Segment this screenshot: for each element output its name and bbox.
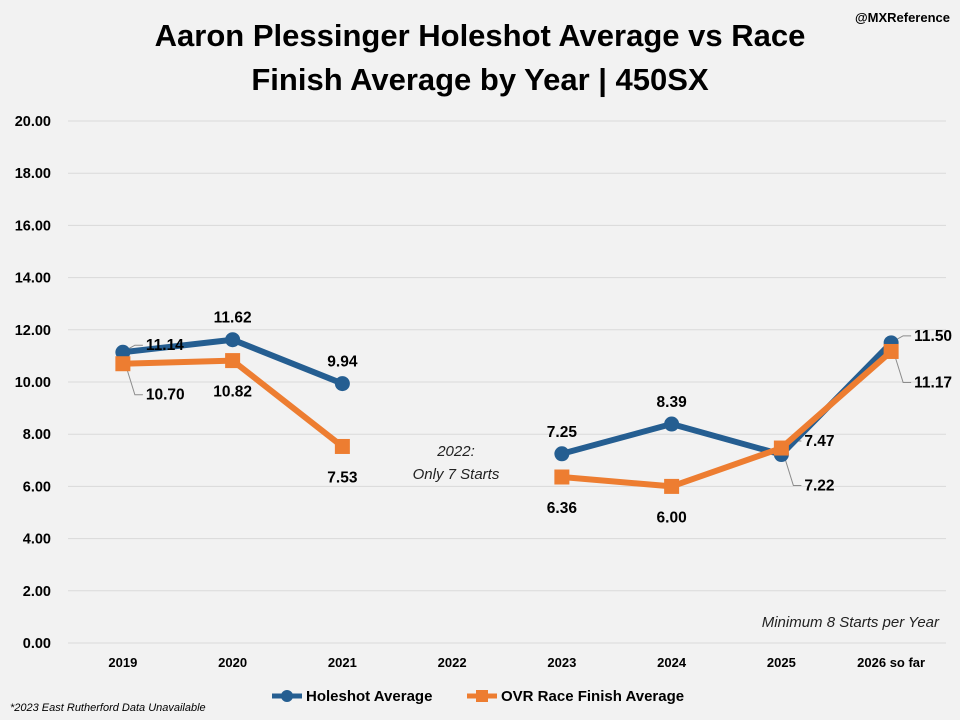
- y-tick-label: 14.00: [15, 271, 51, 287]
- minimum-starts-note: Minimum 8 Starts per Year: [762, 614, 940, 631]
- y-tick-label: 16.00: [15, 218, 51, 234]
- data-label-finish: 10.70: [146, 387, 185, 404]
- x-tick-label: 2019: [108, 655, 137, 670]
- data-label-holeshot: 11.62: [214, 310, 252, 327]
- y-tick-label: 12.00: [15, 323, 51, 339]
- x-tick-label: 2026 so far: [857, 655, 925, 670]
- y-axis: 0.00 2.00 4.00 6.00 8.00 10.00 12.00 14.00 16.00…: [15, 114, 51, 652]
- y-tick-label: 18.00: [15, 166, 51, 182]
- gap-annotation-line1: 2022:: [436, 443, 475, 460]
- y-tick-label: 20.00: [15, 114, 51, 130]
- label-leader-line: [125, 365, 143, 396]
- data-label-finish: 6.36: [547, 500, 578, 517]
- y-tick-label: 2.00: [23, 584, 51, 600]
- legend: Holeshot Average OVR Race Finish Average: [272, 688, 684, 705]
- data-labels: 11.14 11.62 9.94 7.25 8.39 7.22 11.50 10.70 10.8…: [146, 310, 952, 527]
- data-label-finish: 11.17: [914, 374, 952, 391]
- finish-point: [115, 356, 131, 372]
- finish-point: [664, 478, 680, 494]
- finish-point: [225, 353, 241, 369]
- chart-title-line1: Aaron Plessinger Holeshot Average vs Rac…: [155, 18, 806, 53]
- y-tick-label: 4.00: [23, 532, 51, 548]
- holeshot-point: [554, 446, 570, 462]
- series-markers: [115, 332, 899, 494]
- y-tick-label: 8.00: [23, 427, 51, 443]
- data-label-holeshot: 11.14: [146, 337, 184, 354]
- legend-holeshot-label: Holeshot Average: [306, 688, 432, 705]
- handle-watermark: @MXReference: [855, 10, 950, 25]
- y-tick-label: 10.00: [15, 375, 51, 391]
- data-label-finish: 7.47: [804, 433, 834, 450]
- x-axis: 2019 2020 2021 2022 2023 2024 2025 2026 so far: [108, 655, 925, 670]
- gap-annotation-line2: Only 7 Starts: [413, 466, 500, 483]
- legend-finish-label: OVR Race Finish Average: [501, 688, 684, 705]
- x-tick-label: 2020: [218, 655, 247, 670]
- holeshot-point: [664, 416, 680, 432]
- holeshot-point: [334, 376, 350, 392]
- data-label-finish: 6.00: [657, 509, 687, 526]
- footnote: *2023 East Rutherford Data Unavailable: [10, 702, 206, 714]
- label-leader-line: [893, 353, 912, 383]
- series-line-finish: [558, 348, 895, 490]
- leader-lines: [125, 335, 912, 487]
- x-tick-label: 2024: [657, 655, 687, 670]
- holeshot-point: [225, 332, 241, 348]
- x-tick-label: 2025: [767, 655, 796, 670]
- data-label-holeshot: 7.25: [547, 424, 578, 441]
- chart-title-line2: Finish Average by Year | 450SX: [251, 62, 709, 97]
- finish-point: [334, 438, 350, 454]
- finish-point: [773, 440, 789, 456]
- data-label-holeshot: 8.39: [657, 394, 688, 411]
- label-leader-line: [783, 456, 802, 487]
- x-tick-label: 2022: [438, 655, 467, 670]
- data-label-finish: 7.53: [327, 469, 358, 486]
- x-tick-label: 2023: [547, 655, 576, 670]
- y-tick-label: 6.00: [23, 479, 51, 495]
- legend-finish-marker: [476, 690, 488, 702]
- gridlines: [68, 120, 946, 644]
- legend-holeshot-marker: [281, 690, 293, 702]
- x-tick-label: 2021: [328, 655, 357, 670]
- data-label-holeshot: 9.94: [327, 354, 358, 371]
- data-label-finish: 10.82: [213, 384, 252, 401]
- finish-point: [554, 469, 570, 485]
- data-label-holeshot: 7.22: [804, 478, 834, 495]
- data-label-holeshot: 11.50: [914, 328, 952, 345]
- y-tick-label: 0.00: [23, 636, 51, 652]
- finish-point: [883, 343, 899, 359]
- holeshot-point: [115, 344, 131, 360]
